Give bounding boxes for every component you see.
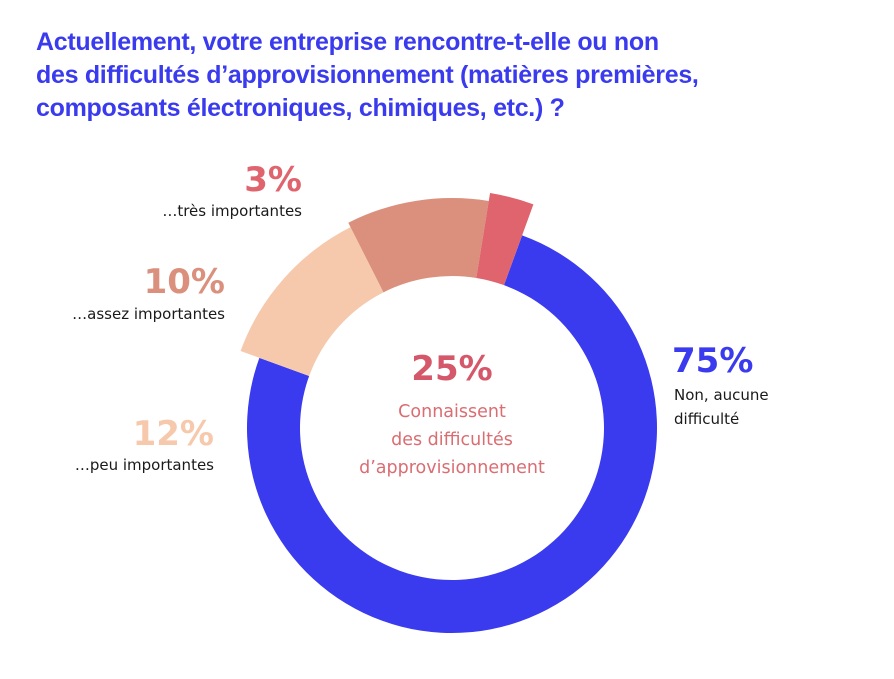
donut-slice-assez — [348, 198, 489, 293]
slice-tres-label: …très importantes — [162, 202, 302, 220]
slice-peu-label: …peu importantes — [75, 456, 214, 474]
center-line-3: d’approvisionnement — [359, 458, 545, 478]
title-line-1: Actuellement, votre entreprise rencontre… — [36, 28, 659, 56]
donut-slice-peu — [240, 227, 384, 377]
center-line-2: des difficultés — [391, 430, 513, 450]
center-percent: 25% — [411, 349, 492, 389]
chart-title: Actuellement, votre entreprise rencontre… — [36, 26, 836, 125]
center-line-1: Connaissent — [398, 402, 506, 422]
donut-slices — [240, 193, 657, 633]
slice-assez-label: …assez importantes — [72, 305, 225, 323]
slice-none-label-1: Non, aucune — [674, 386, 769, 404]
slice-peu-percent: 12% — [133, 414, 214, 454]
title-line-2: des difficultés d’approvisionnement (mat… — [36, 61, 699, 89]
slice-assez-percent: 10% — [144, 262, 225, 302]
slice-none-label-2: difficulté — [674, 410, 739, 428]
slice-none-percent: 75% — [672, 341, 753, 381]
donut-slice-tres — [476, 193, 534, 286]
title-line-3: composants électroniques, chimiques, etc… — [36, 94, 565, 122]
slice-tres-percent: 3% — [244, 160, 302, 200]
